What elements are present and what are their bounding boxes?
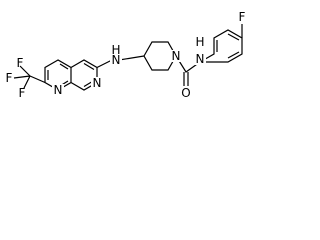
atom-label: N <box>112 53 121 67</box>
ring <box>70 59 98 91</box>
atom-label: F <box>6 71 13 85</box>
atom-label: F <box>19 86 26 100</box>
atom-labels: F F F N N H N N O H N F <box>6 10 246 100</box>
atom-label: F <box>239 10 246 24</box>
bond <box>13 65 46 89</box>
bond <box>96 55 145 69</box>
atom-label: H <box>195 35 204 49</box>
ring <box>197 29 243 63</box>
molecule-diagram: F F F N N H N N O H N F <box>6 10 246 100</box>
bonds <box>13 24 243 91</box>
atom-label: N <box>172 49 181 63</box>
atom-label: O <box>181 86 190 100</box>
atom-label: N <box>93 76 102 90</box>
atom-label: N <box>196 52 205 66</box>
double-bond <box>216 33 240 59</box>
atom-label: F <box>17 56 24 70</box>
atom-label: N <box>54 83 63 97</box>
atom-label: H <box>111 43 120 57</box>
